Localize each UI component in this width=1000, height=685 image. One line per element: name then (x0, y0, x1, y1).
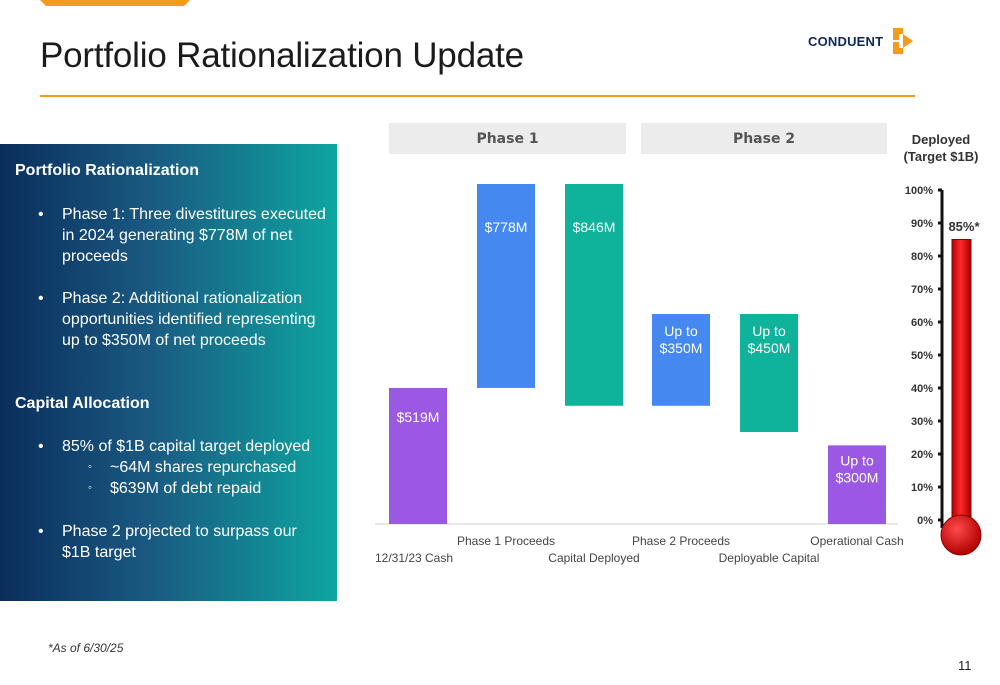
waterfall-bar-6 (828, 445, 886, 524)
bar-value-label: $778M (485, 219, 528, 235)
sub-bullet-shares: ~64M shares repurchased (110, 459, 297, 476)
gauge-tick-label: 90% (911, 218, 933, 230)
thermometer-bulb (940, 514, 982, 556)
phase1-header: Phase 1 (389, 123, 626, 154)
bullet-marker: • (38, 290, 44, 307)
gauge-tick-label: 20% (911, 449, 933, 461)
bullet-marker: • (38, 206, 44, 223)
bullet-marker: • (38, 438, 44, 455)
heading-capital-allocation: Capital Allocation (15, 395, 150, 412)
page-title: Portfolio Rationalization Update (40, 36, 524, 75)
conduent-logo: CONDUENT (808, 26, 917, 56)
bullet-capital-deployed: 85% of $1B capital target deployed (62, 438, 311, 455)
bar-value-label: $846M (573, 219, 616, 235)
bar-value-label: Up to $450M (748, 323, 791, 356)
conduent-mark-icon (893, 28, 914, 54)
deployed-target: (Target $1B) (903, 149, 979, 164)
deployed-value-label: 85%* (948, 219, 980, 234)
bar-value-label: Up to $350M (660, 323, 703, 356)
gauge-tick-label: 30% (911, 416, 933, 428)
waterfall-bar-1 (389, 387, 447, 524)
gauge-tick-label: 80% (911, 251, 933, 263)
deployed-heading: Deployed (Target $1B) (893, 131, 989, 165)
page-number: 11 (958, 658, 972, 673)
gauge-tick-label: 70% (911, 284, 933, 296)
top-accent-bar (40, 0, 190, 6)
thermometer-fill (951, 239, 972, 531)
gauge-tick-label: 60% (911, 317, 933, 329)
title-divider (40, 95, 915, 97)
category-label: 12/31/23 Cash (375, 551, 453, 565)
category-label: Phase 2 Proceeds (632, 534, 730, 548)
waterfall-bar-4 (652, 314, 710, 406)
waterfall-bar-3 (565, 184, 623, 406)
bullet-phase2-projection: Phase 2 projected to surpass our $1B tar… (62, 523, 297, 561)
waterfall-bar-2 (477, 184, 535, 388)
gauge-tick-label: 10% (911, 482, 933, 494)
gauge-tick-label: 0% (917, 515, 933, 527)
gauge-tick-label: 40% (911, 383, 933, 395)
footnote: *As of 6/30/25 (48, 641, 124, 655)
phase2-header: Phase 2 (641, 123, 887, 154)
bar-value-label: Up to $300M (836, 452, 879, 485)
deployed-title: Deployed (911, 132, 971, 147)
logo-text: CONDUENT (808, 33, 884, 49)
sub-bullet-debt: $639M of debt repaid (110, 480, 262, 497)
bullet-phase1: Phase 1: Three divestitures executed in … (62, 206, 326, 265)
bullet-phase2: Phase 2: Additional rationalization oppo… (62, 290, 316, 349)
waterfall-bar-5 (740, 314, 798, 432)
bullet-marker: • (38, 523, 44, 540)
category-label: Phase 1 Proceeds (457, 534, 555, 548)
gauge-tick-label: 100% (905, 185, 933, 197)
gauge-tick-label: 50% (911, 350, 933, 362)
sub-bullet-marker: ◦ (88, 461, 92, 473)
summary-panel: Portfolio Rationalization • Phase 1: Thr… (0, 144, 337, 601)
bar-value-label: $519M (397, 409, 440, 425)
category-label: Capital Deployed (548, 551, 639, 565)
heading-portfolio-rationalization: Portfolio Rationalization (15, 162, 199, 179)
category-label: Deployable Capital (719, 551, 820, 565)
category-label: Operational Cash (810, 534, 903, 548)
sub-bullet-marker: ◦ (88, 482, 92, 494)
